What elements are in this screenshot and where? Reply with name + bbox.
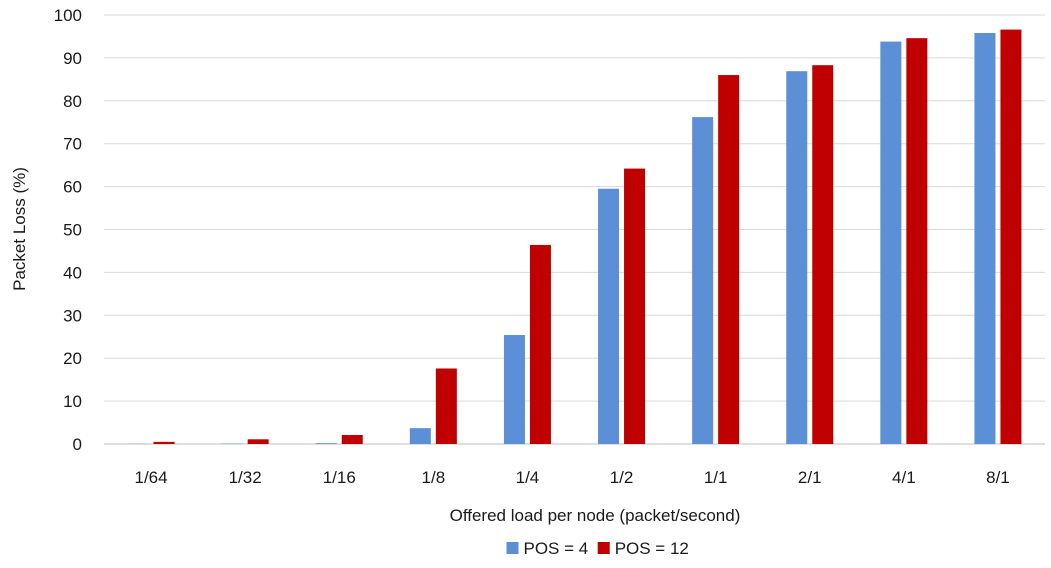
y-tick-label: 70 [63,135,82,154]
x-tick-label: 8/1 [986,468,1010,487]
bar-pos12-1-2 [624,169,645,444]
bar-pos12-1-32 [248,439,269,444]
bar-pos12-8-1 [1000,30,1021,444]
y-tick-label: 40 [63,263,82,282]
legend-label: POS = 12 [615,539,689,558]
bar-pos12-1-64 [154,442,175,444]
bar-pos4-1-8 [410,428,431,444]
x-tick-label: 1/4 [516,468,540,487]
bar-pos4-8-1 [974,33,995,444]
legend-swatch [598,542,610,554]
bar-pos12-1-4 [530,245,551,444]
bar-pos4-1-4 [504,335,525,444]
bar-pos12-2-1 [812,65,833,444]
x-tick-label: 1/1 [704,468,728,487]
y-tick-label: 30 [63,306,82,325]
bar-pos12-1-8 [436,368,457,444]
x-tick-label: 4/1 [892,468,916,487]
legend-label: POS = 4 [524,539,589,558]
x-tick-label: 1/64 [135,468,168,487]
x-tick-label: 1/2 [610,468,634,487]
y-tick-label: 50 [63,221,82,240]
y-axis-title: Packet Loss (%) [10,167,29,291]
bar-pos4-1-2 [598,189,619,444]
y-tick-label: 60 [63,178,82,197]
x-axis-title: Offered load per node (packet/second) [450,506,741,525]
bar-pos4-4-1 [880,42,901,444]
x-tick-label: 2/1 [798,468,822,487]
legend-swatch [507,542,519,554]
bar-pos12-1-16 [342,435,363,444]
bar-pos4-1-16 [316,443,337,444]
bar-pos4-2-1 [786,71,807,444]
legend: POS = 4 POS = 12 [507,539,689,558]
y-tick-label: 100 [54,6,82,25]
y-tick-label: 0 [73,435,82,454]
gridlines [104,15,1045,444]
bar-pos12-1-1 [718,75,739,444]
x-tick-label: 1/32 [229,468,262,487]
x-tick-label: 1/8 [422,468,446,487]
y-tick-label: 20 [63,349,82,368]
y-tick-label: 80 [63,92,82,111]
bar-pos12-4-1 [906,38,927,444]
bars [128,30,1022,444]
x-tick-label: 1/16 [323,468,356,487]
bar-pos4-1-1 [692,117,713,444]
y-tick-label: 10 [63,392,82,411]
y-tick-label: 90 [63,49,82,68]
